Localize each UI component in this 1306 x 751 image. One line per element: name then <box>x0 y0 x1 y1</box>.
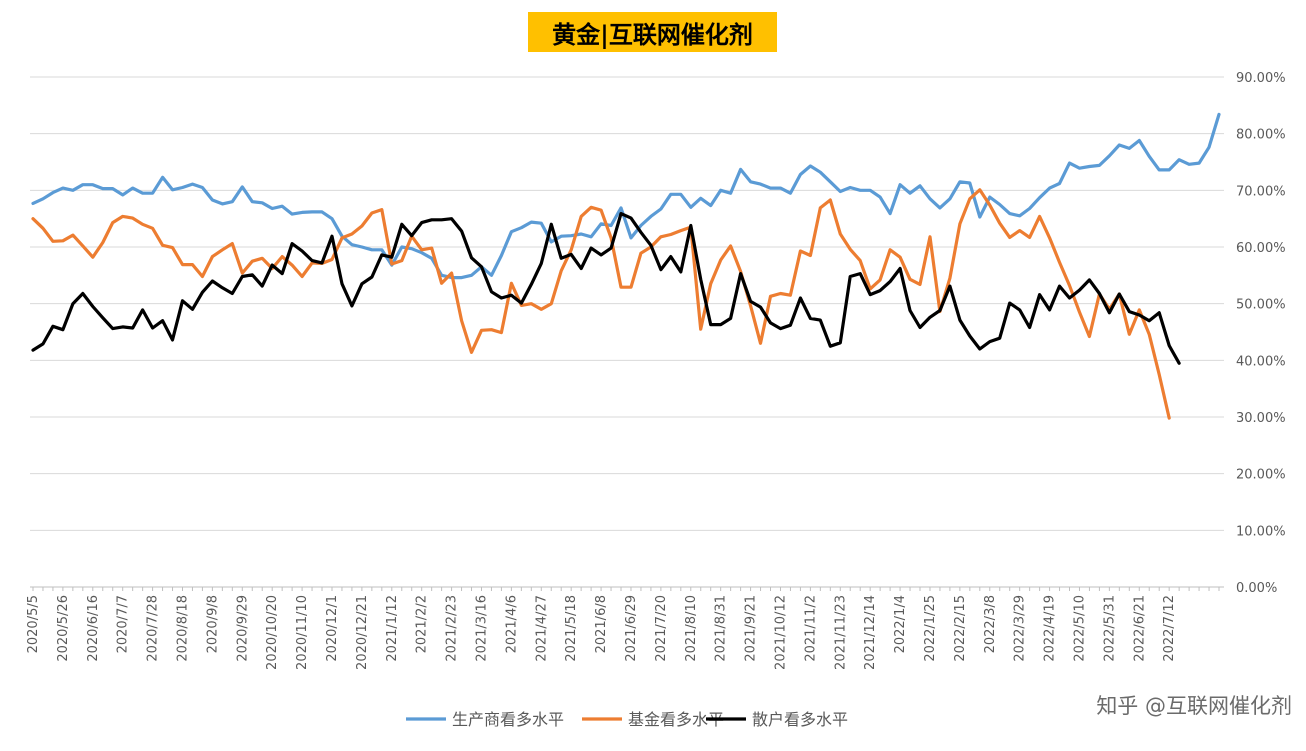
x-tick-label: 2021/4/27 <box>534 595 549 662</box>
x-tick-label: 2020/6/16 <box>86 595 101 662</box>
x-tick-label: 2022/7/12 <box>1162 595 1177 662</box>
x-tick-label: 2021/3/16 <box>474 595 489 662</box>
x-tick-label: 2020/7/28 <box>146 595 161 662</box>
legend-label-2: 基金看多水平 <box>628 710 724 729</box>
x-tick-label: 2021/8/10 <box>684 595 699 662</box>
y-tick-label: 10.00% <box>1236 524 1286 539</box>
x-tick-label: 2020/5/26 <box>56 595 71 662</box>
x-tick-label: 2021/4/6 <box>504 595 519 653</box>
x-tick-label: 2020/11/10 <box>295 595 310 670</box>
y-tick-label: 70.00% <box>1236 184 1286 199</box>
x-tick-label: 2022/4/19 <box>1043 595 1058 662</box>
x-tick-label: 2021/6/8 <box>594 595 609 653</box>
x-tick-label: 2021/2/23 <box>445 595 460 662</box>
x-tick-label: 2022/5/31 <box>1102 595 1117 662</box>
x-tick-label: 2021/1/12 <box>385 595 400 662</box>
chart-title-box: 黄金|互联网催化剂 <box>528 12 777 52</box>
y-tick-label: 0.00% <box>1236 581 1277 596</box>
x-tick-label: 2022/1/4 <box>893 595 908 653</box>
x-axis: 2020/5/5 2020/5/26 2020/6/16 2020/7/7 2020/7… <box>26 586 1224 670</box>
y-tick-label: 20.00% <box>1236 468 1286 483</box>
y-tick-label: 40.00% <box>1236 354 1286 369</box>
y-tick-label: 80.00% <box>1236 128 1286 143</box>
series-line-1 <box>31 112 1221 280</box>
series-lines <box>31 112 1221 420</box>
y-tick-label: 60.00% <box>1236 241 1286 256</box>
y-tick-label: 50.00% <box>1236 298 1286 313</box>
x-tick-label: 2021/10/12 <box>773 595 788 670</box>
x-tick-label: 2021/11/2 <box>803 595 818 662</box>
x-tick-label: 2020/12/1 <box>325 595 340 662</box>
x-tick-label: 2021/8/31 <box>714 595 729 662</box>
x-tick-label: 2021/11/23 <box>833 595 848 670</box>
watermark-text: 知乎 @互联网催化剂 <box>1096 694 1292 718</box>
y-axis-tick-labels: 0.00% 10.00% 20.00% 30.00% 40.00% 50.00% 60.00… <box>1236 71 1286 596</box>
legend: 生产商看多水平 基金看多水平 散户看多水平 <box>406 710 848 729</box>
x-tick-label: 2022/6/21 <box>1132 595 1147 662</box>
x-tick-label: 2020/7/7 <box>116 595 131 653</box>
x-tick-label: 2022/3/29 <box>1013 595 1028 662</box>
x-tick-label: 2020/9/29 <box>235 595 250 662</box>
legend-label-3: 散户看多水平 <box>752 710 848 729</box>
x-tick-label: 2021/2/2 <box>415 595 430 653</box>
x-tick-label: 2022/2/15 <box>953 595 968 662</box>
x-tick-label: 2021/9/21 <box>744 595 759 662</box>
x-tick-label: 2021/12/14 <box>863 595 878 670</box>
y-tick-label: 30.00% <box>1236 411 1286 426</box>
x-tick-label: 2020/8/18 <box>175 595 190 662</box>
x-tick-label: 2022/3/8 <box>983 595 998 653</box>
x-tick-label: 2021/7/20 <box>654 595 669 662</box>
legend-label-1: 生产商看多水平 <box>452 710 564 729</box>
x-tick-label: 2020/12/21 <box>355 595 370 670</box>
series-line-3 <box>31 212 1181 365</box>
chart-title: 黄金|互联网催化剂 <box>552 19 753 49</box>
series-line-2 <box>31 188 1171 420</box>
x-tick-label: 2022/5/10 <box>1072 595 1087 662</box>
y-tick-label: 90.00% <box>1236 71 1286 86</box>
x-tick-label: 2020/10/20 <box>265 595 280 670</box>
x-tick-label: 2021/5/18 <box>564 595 579 662</box>
x-tick-label: 2021/6/29 <box>624 595 639 662</box>
x-tick-label: 2022/1/25 <box>923 595 938 662</box>
x-tick-label: 2020/9/8 <box>205 595 220 653</box>
x-tick-label: 2020/5/5 <box>26 595 41 653</box>
